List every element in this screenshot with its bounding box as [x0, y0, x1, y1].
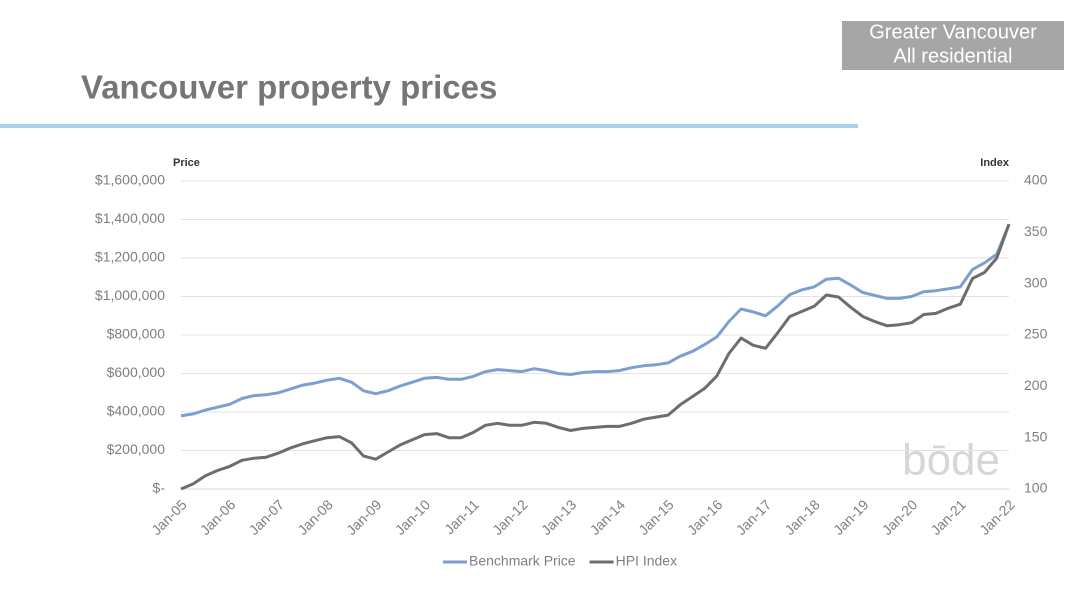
y2-tick-label: 250 — [1024, 326, 1048, 342]
y2-axis-label: Index — [980, 157, 1010, 169]
y2-tick-label: 350 — [1024, 223, 1048, 239]
legend-label: Benchmark Price — [469, 553, 576, 569]
y-tick-label: $1,000,000 — [95, 287, 165, 303]
y2-tick-label: 150 — [1024, 428, 1048, 444]
brand-watermark: bōde — [902, 436, 1000, 485]
y2-tick-label: 300 — [1024, 274, 1048, 290]
y-tick-label: $800,000 — [107, 326, 166, 342]
x-tick-label: Jan-07 — [246, 496, 288, 538]
y-tick-label: $1,400,000 — [95, 210, 165, 226]
x-tick-label: Jan-22 — [976, 496, 1018, 538]
y2-tick-label: 100 — [1024, 480, 1048, 496]
x-tick-label: Jan-15 — [635, 496, 677, 538]
badge-line: All residential — [894, 45, 1013, 67]
series-line — [180, 223, 1011, 418]
x-tick-label: Jan-21 — [927, 496, 969, 538]
x-tick-label: Jan-16 — [684, 496, 726, 538]
y-tick-label: $400,000 — [107, 403, 166, 419]
y2-tick-label: 400 — [1024, 172, 1048, 188]
x-tick-label: Jan-05 — [148, 496, 190, 538]
x-tick-label: Jan-14 — [587, 496, 629, 538]
x-tick-label: Jan-09 — [343, 496, 385, 538]
y-tick-label: $- — [153, 480, 166, 496]
y-tick-label: $200,000 — [107, 441, 166, 457]
y-axis-label: Price — [173, 157, 200, 169]
y2-tick-label: 200 — [1024, 377, 1048, 393]
y-tick-label: $1,600,000 — [95, 172, 165, 188]
y-tick-label: $600,000 — [107, 364, 166, 380]
x-tick-label: Jan-11 — [441, 496, 482, 537]
badge — [842, 21, 1064, 70]
legend-label: HPI Index — [616, 553, 677, 569]
badge-line: Greater Vancouver — [869, 21, 1037, 43]
x-tick-label: Jan-08 — [294, 496, 336, 538]
title-rule — [0, 124, 858, 128]
x-tick-label: Jan-10 — [392, 496, 434, 538]
series-line — [180, 223, 1011, 491]
x-tick-label: Jan-06 — [197, 496, 239, 538]
chart-title: Vancouver property prices — [81, 69, 497, 106]
x-tick-label: Jan-17 — [733, 496, 775, 538]
x-tick-label: Jan-13 — [538, 496, 580, 538]
x-tick-label: Jan-20 — [879, 496, 921, 538]
x-tick-label: Jan-18 — [781, 496, 823, 538]
x-tick-label: Jan-19 — [830, 496, 872, 538]
x-tick-label: Jan-12 — [489, 496, 531, 538]
y-tick-label: $1,200,000 — [95, 249, 165, 265]
